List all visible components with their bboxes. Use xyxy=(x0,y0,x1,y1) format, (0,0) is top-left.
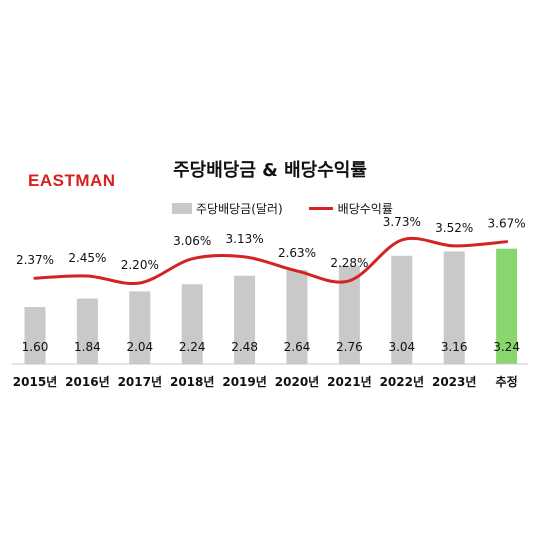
yield-value-label: 2.37% xyxy=(16,253,54,267)
legend-line-swatch xyxy=(308,207,333,210)
yield-value-label: 2.45% xyxy=(68,251,106,265)
dividend-bar xyxy=(24,307,46,364)
yield-value-label: 2.63% xyxy=(278,246,316,260)
category-tick-label: 2016년 xyxy=(65,375,109,389)
yield-value-label: 3.73% xyxy=(383,215,421,229)
dividend-bar xyxy=(443,251,465,364)
bar-value-label: 2.48 xyxy=(231,340,258,354)
yield-value-label: 3.13% xyxy=(226,232,264,246)
dividend-bar xyxy=(129,291,151,364)
bar-value-label: 1.84 xyxy=(74,340,101,354)
bar-value-label: 2.04 xyxy=(126,340,153,354)
bar-value-label: 2.24 xyxy=(179,340,206,354)
dividend-bar xyxy=(76,298,98,364)
legend-item-dividend: 주당배당금(달러) xyxy=(172,200,283,217)
legend-bar-swatch xyxy=(172,203,192,214)
eastman-logo: EASTMAN xyxy=(28,171,116,190)
category-tick-label: 2020년 xyxy=(275,375,319,389)
dividend-bar xyxy=(181,284,203,364)
bar-value-label: 2.64 xyxy=(284,340,311,354)
legend-label-dividend: 주당배당금(달러) xyxy=(196,202,283,216)
dividend-bar xyxy=(234,275,256,364)
yield-value-label: 3.52% xyxy=(435,221,473,235)
category-tick-label: 추정 xyxy=(496,374,518,389)
category-tick-label: 2019년 xyxy=(222,375,266,389)
yield-value-label: 2.28% xyxy=(330,256,368,270)
bar-value-label: 3.24 xyxy=(493,340,520,354)
chart-title: 주당배당금 & 배당수익률 xyxy=(173,160,367,181)
yield-value-label: 3.67% xyxy=(488,217,526,231)
chart-legend: 주당배당금(달러) 배당수익률 xyxy=(172,200,419,217)
bar-value-label: 2.76 xyxy=(336,340,363,354)
yield-value-label: 2.20% xyxy=(121,258,159,272)
yield-line xyxy=(33,236,509,286)
bar-value-label: 3.04 xyxy=(388,340,415,354)
category-tick-label: 2022년 xyxy=(380,375,424,389)
bar-value-label: 3.16 xyxy=(441,340,468,354)
category-tick-label: 2015년 xyxy=(13,375,57,389)
dividend-bar xyxy=(286,270,308,364)
dividend-bar xyxy=(496,248,518,364)
dividend-bar xyxy=(338,265,360,364)
category-tick-label: 2021년 xyxy=(327,375,371,389)
category-tick-label: 2023년 xyxy=(432,375,476,389)
bar-value-label: 1.60 xyxy=(22,340,49,354)
dividend-bar xyxy=(391,255,413,364)
legend-item-yield: 배당수익률 xyxy=(308,200,393,217)
category-tick-label: 2018년 xyxy=(170,375,214,389)
category-tick-label: 2017년 xyxy=(118,375,162,389)
legend-label-yield: 배당수익률 xyxy=(337,202,393,216)
yield-value-label: 3.06% xyxy=(173,234,211,248)
